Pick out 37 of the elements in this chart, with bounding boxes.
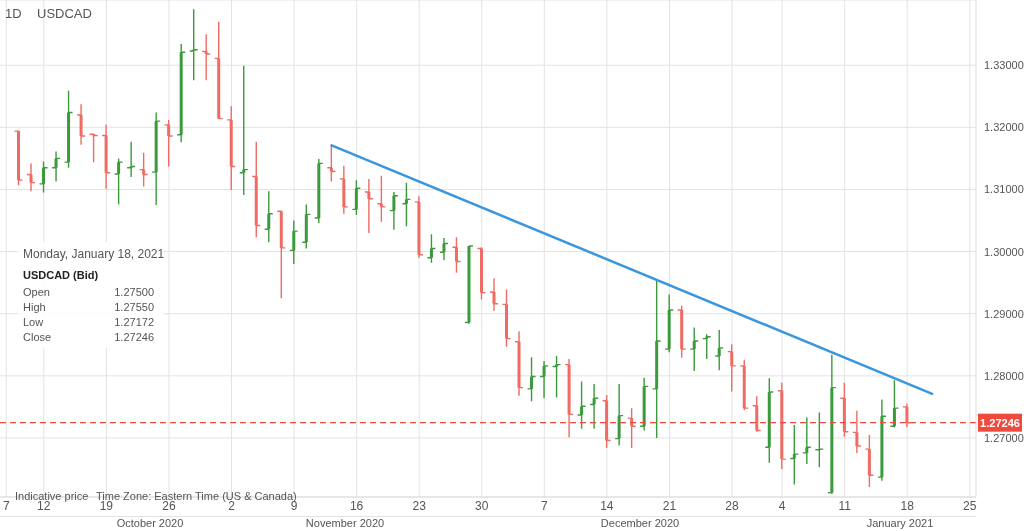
x-tick-label: 18 [900, 498, 915, 513]
x-tick-label: 4 [778, 498, 786, 513]
text: October 2020 [116, 517, 184, 530]
x-tick-label: 25 [963, 498, 977, 513]
y-tick-label: 1.28000 [984, 369, 1024, 382]
annotation: USDCAD (Bid) [23, 269, 99, 281]
x-tick-label: 14 [600, 498, 614, 513]
text: January 2021 [866, 517, 934, 530]
text: November 2020 [305, 517, 385, 530]
x-tick-label: 23 [412, 498, 427, 513]
y-tick-label: 1.32000 [984, 121, 1024, 134]
annotation: Close [23, 331, 52, 343]
annotation: 1.27500 [114, 286, 154, 298]
ref-line-label: 1.27246 [980, 416, 1020, 429]
y-tick-label: 1.33000 [984, 59, 1024, 72]
annotation: High [23, 301, 46, 313]
x-tick-label: 16 [349, 498, 364, 513]
annotation: 1.27550 [114, 301, 154, 313]
x-tick-label: 7 [540, 498, 548, 513]
y-tick-label: 1.30000 [984, 245, 1024, 258]
annotation: Indicative price [15, 490, 89, 502]
y-tick-label: 1.29000 [984, 307, 1024, 320]
annotation: Low [23, 316, 44, 328]
x-tick-label: 30 [475, 498, 489, 513]
y-tick-label: 1.31000 [984, 183, 1024, 196]
annotation: Open [23, 286, 50, 298]
x-tick-label: 28 [725, 498, 739, 513]
x-tick-label: 7 [2, 498, 10, 513]
y-tick-label: 1.27000 [984, 431, 1024, 444]
text: December 2020 [600, 517, 680, 530]
annotation: Monday, January 18, 2021 [23, 247, 165, 261]
annotation: 1.27172 [114, 316, 154, 328]
x-tick-label: 11 [838, 498, 852, 513]
text: 1D [5, 6, 22, 21]
annotation: 1.27246 [114, 331, 154, 343]
x-tick-label: 21 [662, 498, 677, 513]
text: USDCAD [37, 6, 92, 21]
